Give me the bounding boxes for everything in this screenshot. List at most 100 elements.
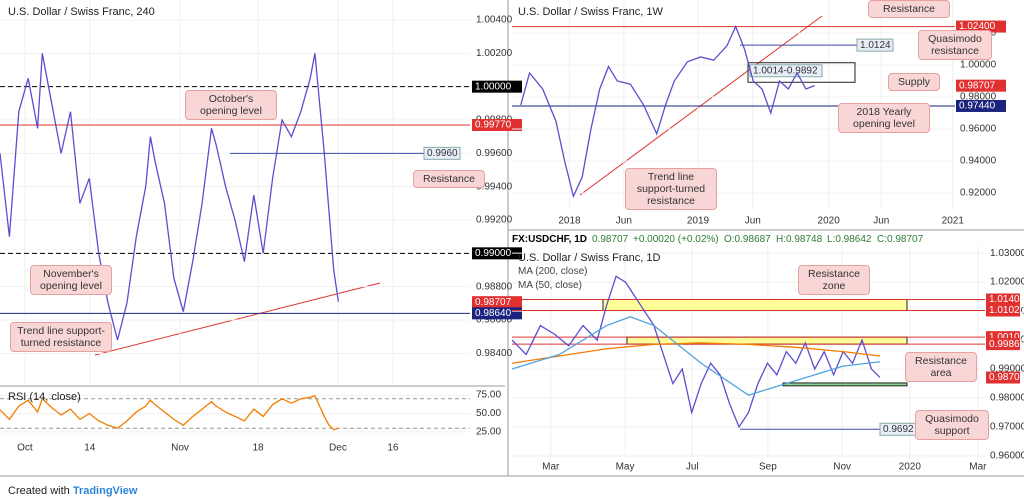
- quote-item: C:0.98707: [877, 234, 924, 245]
- level-label: 0.98707: [959, 80, 996, 91]
- level-label: 0.98640: [475, 308, 512, 319]
- y-tick-label: 75.00: [476, 390, 501, 401]
- x-tick-label: Oct: [17, 443, 33, 454]
- x-tick-label: 2019: [687, 216, 710, 227]
- annotation: Resistance: [868, 0, 950, 18]
- price-line: [511, 316, 881, 396]
- annotation: Quasimodo resistance: [918, 30, 992, 60]
- y-tick-label: 25.00: [476, 427, 501, 438]
- annotation: November's opening level: [30, 265, 112, 295]
- chart-title: U.S. Dollar / Swiss Franc, 240: [8, 6, 155, 18]
- footer-brand: TradingView: [72, 485, 138, 497]
- level-label: 1.01400: [989, 294, 1024, 305]
- background: [0, 0, 1024, 476]
- y-tick-label: 0.94000: [960, 156, 997, 167]
- x-tick-label: 2018: [558, 216, 581, 227]
- y-tick-label: 1.03000: [990, 248, 1024, 259]
- level-label: 0.99770: [475, 120, 512, 131]
- x-tick-label: Sep: [759, 462, 777, 473]
- y-tick-label: 1.00200: [476, 48, 513, 59]
- level-label-bg: [956, 79, 1006, 92]
- level-label-bg: [472, 307, 522, 320]
- x-tick-label: May: [616, 462, 635, 473]
- x-tick-label: Jun: [873, 216, 889, 227]
- level-label: 1.00000: [475, 81, 512, 92]
- level-label: 0.98707: [989, 372, 1024, 383]
- quote-item: 0.98707: [592, 234, 629, 245]
- x-tick-label: Mar: [969, 462, 987, 473]
- y-tick-label: 0.98400: [476, 348, 513, 359]
- legend-entry: MA (200, close): [518, 266, 588, 277]
- x-tick-label: Jun: [616, 216, 632, 227]
- x-tick-label: 14: [84, 443, 96, 454]
- y-tick-label: 0.97000: [990, 422, 1024, 433]
- level-label-bg: [956, 20, 1006, 33]
- x-tick-label: Jul: [686, 462, 699, 473]
- level-label: 1.02400: [959, 21, 996, 32]
- level-label: 0.98707: [475, 297, 512, 308]
- level-label-bg: [472, 80, 522, 93]
- annotation: Resistance: [413, 170, 485, 188]
- level-label-bg: [986, 371, 1020, 384]
- zone-label: 1.0014-0.9892: [753, 65, 818, 76]
- tag-label: 0.9960: [427, 148, 458, 159]
- x-tick-label: Jun: [745, 216, 761, 227]
- footer: Created with TradingView: [8, 485, 137, 497]
- y-tick-label: 0.99000: [990, 364, 1024, 375]
- quote-item: O:0.98687: [724, 234, 771, 245]
- x-tick-label: 2020: [899, 462, 922, 473]
- x-tick-label: Nov: [833, 462, 851, 473]
- level-label: 1.00100: [989, 332, 1024, 343]
- price-line: [511, 342, 881, 364]
- price-line: [0, 395, 339, 431]
- level-label-bg: [472, 296, 522, 309]
- price-line: [520, 24, 815, 199]
- quote-item: H:0.98748: [776, 234, 823, 245]
- quote-item: FX:USDCHF, 1D: [512, 234, 588, 245]
- y-tick-label: 0.99600: [476, 148, 513, 159]
- legend-entry: MA (50, close): [518, 280, 582, 291]
- chart-title: RSI (14, close): [8, 391, 81, 403]
- annotation: Trend line support-turned resistance: [625, 168, 717, 210]
- annotation: Trend line support-turned resistance: [10, 322, 112, 352]
- level-label: 0.97440: [959, 101, 996, 112]
- y-tick-label: 0.96000: [990, 451, 1024, 462]
- tag-label: 1.0124: [860, 40, 891, 51]
- annotation: 2018 Yearly opening level: [838, 103, 930, 133]
- annotation: Quasimodo support: [915, 410, 989, 440]
- tag-bg: [423, 146, 461, 160]
- level-label: 0.99000: [475, 248, 512, 259]
- y-tick-label: 0.98000: [960, 92, 997, 103]
- x-tick-label: Mar: [542, 462, 560, 473]
- level-label-bg: [986, 304, 1020, 317]
- tag-label: 0.9692: [883, 424, 914, 435]
- level-label-bg: [986, 338, 1020, 351]
- x-tick-label: Nov: [171, 443, 189, 454]
- price-line: [0, 53, 340, 341]
- y-tick-label: 0.92000: [960, 188, 997, 199]
- y-tick-label: 0.96000: [960, 124, 997, 135]
- level-label: 0.99860: [989, 339, 1024, 350]
- x-tick-label: 16: [387, 443, 399, 454]
- level-label-bg: [472, 247, 522, 260]
- x-tick-label: Dec: [329, 443, 347, 454]
- y-tick-label: 1.02000: [990, 277, 1024, 288]
- annotation: October's opening level: [185, 90, 277, 120]
- chart-title: U.S. Dollar / Swiss Franc, 1W: [518, 6, 663, 18]
- y-tick-label: 50.00: [476, 408, 501, 419]
- tag-bg: [856, 38, 894, 52]
- level-label-bg: [472, 119, 522, 131]
- x-tick-label: 2021: [942, 216, 965, 227]
- y-tick-label: 1.00400: [476, 15, 513, 26]
- y-tick-label: 1.00000: [960, 60, 997, 71]
- chart-title: U.S. Dollar / Swiss Franc, 1D: [518, 252, 661, 264]
- level-label-bg: [986, 293, 1020, 306]
- annotation: Supply: [888, 73, 940, 91]
- y-tick-label: 0.99400: [476, 181, 513, 192]
- trend-line: [94, 282, 381, 356]
- y-tick-label: 0.98800: [476, 281, 513, 292]
- x-tick-label: 2020: [818, 216, 841, 227]
- price-line: [511, 275, 881, 429]
- footer-text: Created with: [8, 485, 70, 497]
